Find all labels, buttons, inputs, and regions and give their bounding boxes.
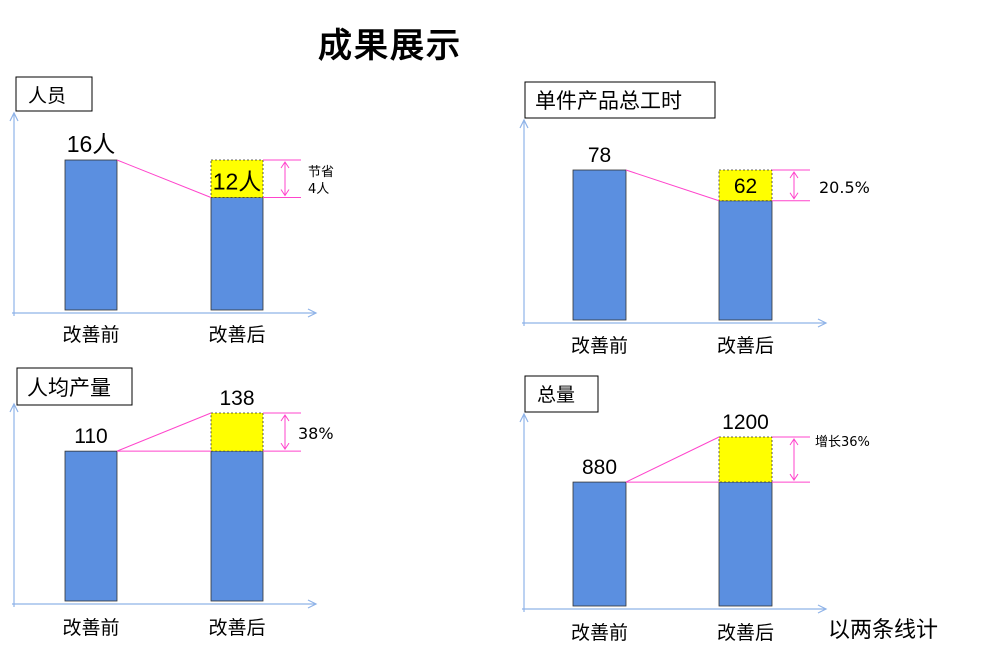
chart-title-box (15, 76, 93, 112)
bar-difference-segment (718, 169, 773, 202)
bar-before (572, 481, 627, 607)
connector-line (625, 169, 720, 202)
bar-difference-segment (210, 412, 264, 452)
bracket-arrow-up (789, 171, 799, 179)
chart-title: 人员 (28, 85, 66, 107)
category-label: 改善后 (717, 335, 774, 357)
category-label: 改善前 (571, 622, 628, 644)
bar-difference-segment (210, 159, 264, 198)
difference-label: 38% (298, 424, 334, 443)
category-label: 改善前 (62, 617, 119, 639)
bar-difference-segment (718, 436, 773, 483)
connector-line (116, 159, 212, 198)
bar-before (572, 169, 627, 321)
value-label: 12人 (213, 169, 262, 195)
bar-after (718, 200, 773, 321)
bracket-arrow-up (280, 161, 290, 169)
y-axis-arrow (9, 402, 19, 413)
category-label: 改善后 (208, 617, 265, 639)
difference-label: 增长36% (815, 435, 870, 450)
bracket-arrow-down (280, 442, 290, 451)
chart-panel-2: 单件产品总工时 20.5% 78 62 改善前 改善后 (519, 81, 870, 357)
chart-title: 人均产量 (27, 376, 111, 400)
difference-label: 节省 (308, 165, 334, 180)
x-axis-arrow (307, 599, 318, 609)
bar-after (210, 450, 264, 602)
chart-title-box (524, 375, 599, 413)
difference-label: 4人 (308, 182, 329, 197)
bracket-arrow-down (789, 473, 799, 481)
bracket-arrow-up (280, 414, 290, 422)
chart-title: 单件产品总工时 (535, 89, 682, 113)
x-axis-arrow (307, 308, 318, 318)
category-label: 改善后 (717, 622, 774, 644)
value-label: 110 (74, 425, 107, 448)
x-axis-arrow (817, 318, 828, 328)
x-axis-arrow (817, 604, 828, 614)
category-label: 改善前 (62, 324, 119, 346)
bracket-arrow-down (280, 189, 290, 197)
value-label: 62 (734, 175, 757, 198)
connector-line-top (625, 436, 720, 483)
connector-line-top (116, 412, 212, 452)
bar-before (64, 159, 118, 311)
bracket-arrow-down (789, 192, 799, 200)
difference-label: 20.5% (819, 178, 870, 197)
bar-before (64, 450, 118, 602)
value-label: 1200 (722, 411, 769, 434)
chart-title: 总量 (537, 384, 575, 406)
y-axis-arrow (519, 412, 529, 423)
value-label: 138 (219, 387, 254, 410)
chart-panel-3: 人均产量 38% 110 138 改善前 改善后 (9, 367, 334, 639)
value-label: 78 (588, 144, 611, 167)
bar-after (210, 197, 264, 311)
y-axis-arrow (9, 111, 19, 122)
page-title: 成果展示 (318, 26, 462, 66)
category-label: 改善后 (208, 324, 265, 346)
category-label: 改善前 (571, 335, 628, 357)
chart-title-box (16, 367, 133, 406)
bar-after (718, 481, 773, 607)
value-label: 16人 (67, 131, 116, 157)
y-axis-arrow (519, 118, 529, 129)
bracket-arrow-up (789, 438, 799, 446)
footnote: 以两条线计 (828, 618, 939, 643)
chart-title-box (524, 81, 716, 119)
value-label: 880 (582, 456, 617, 479)
